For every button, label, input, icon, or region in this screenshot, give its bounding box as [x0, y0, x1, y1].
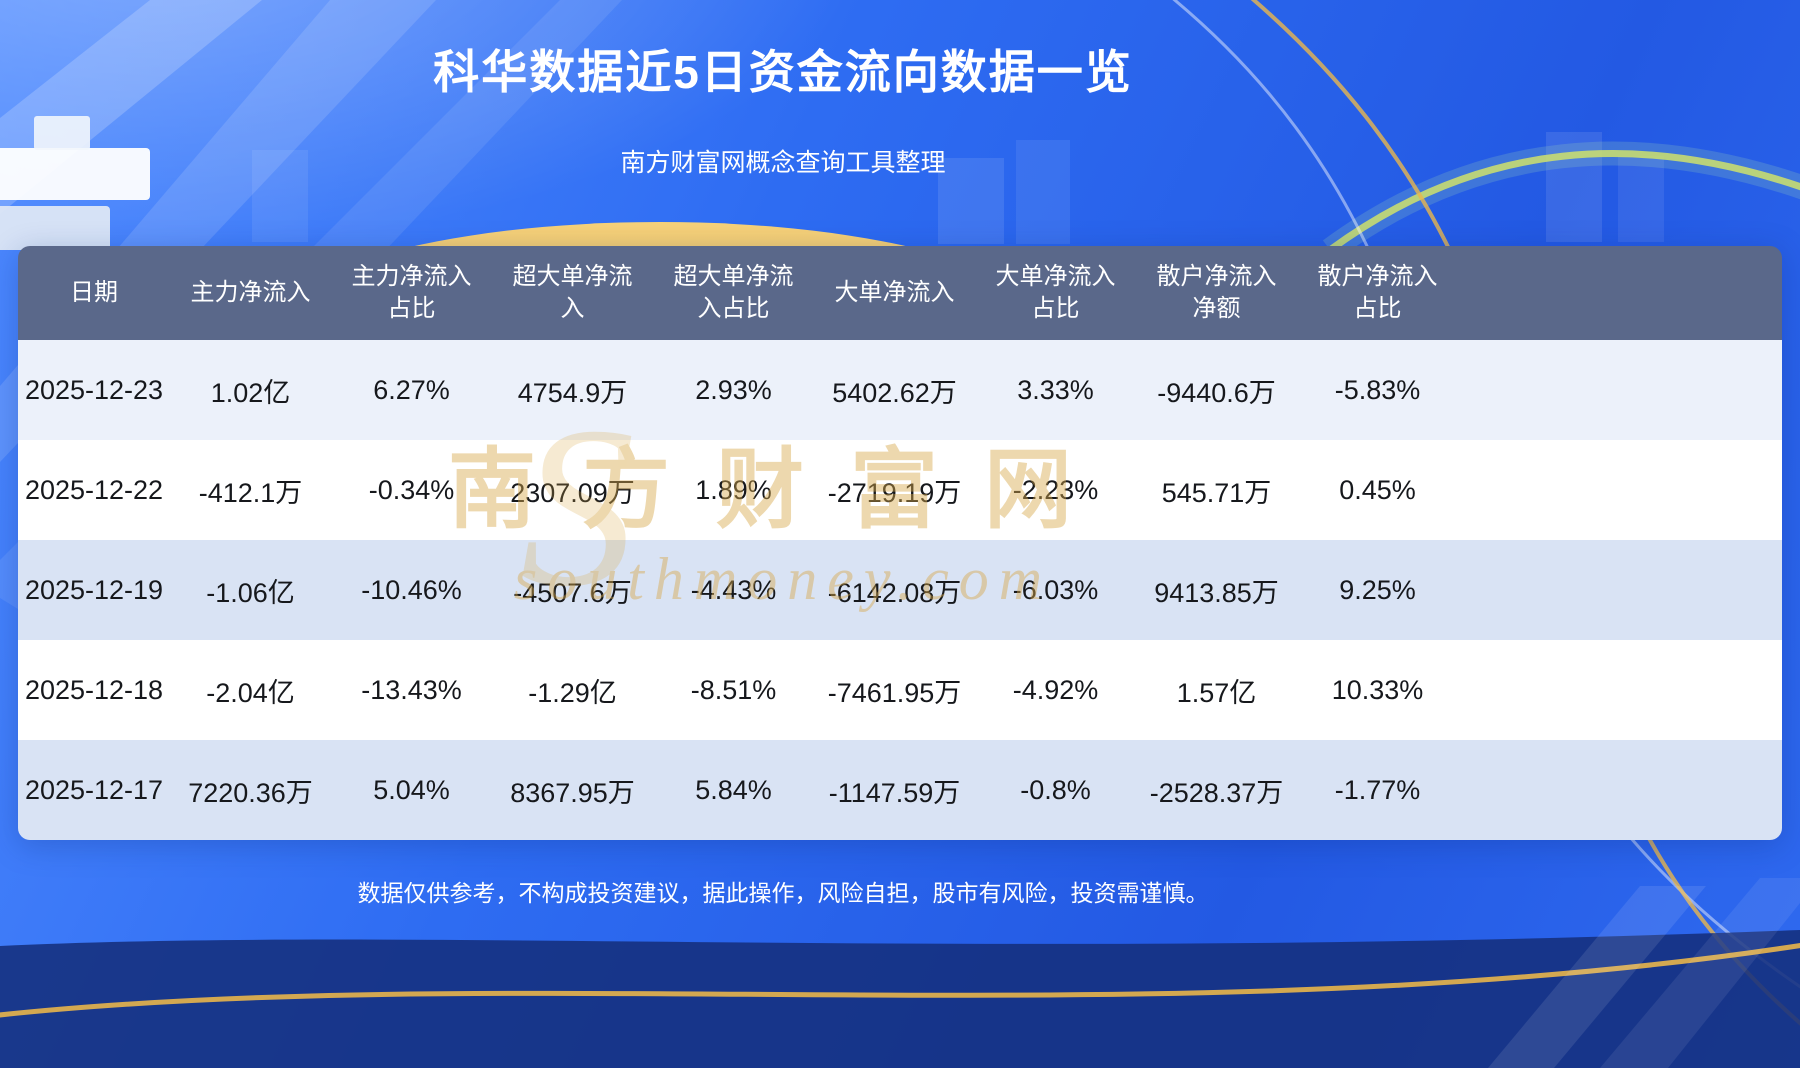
table-cell: 9413.85万 [1154, 577, 1279, 608]
fund-flow-table: 日期 主力净流入 主力净流入 占比 超大单净流 入超大单净流 入占比 大单净流入 大单净流… [18, 246, 1782, 840]
table-cell: 8367.95万 [510, 777, 635, 808]
disclaimer-text: 数据仅供参考，不构成投资建议，据此操作，风险自担，股市有风险，投资需谨慎。 [357, 880, 1209, 906]
table-cell: -2719.19万 [827, 477, 962, 508]
page-title: 科华数据近5日资金流向数据一览 [433, 46, 1133, 98]
table-cell: 4754.9万 [517, 377, 628, 408]
table-cell: -0.34% [368, 474, 455, 505]
table-cell: 1.57亿 [1176, 677, 1257, 708]
table-cell-filler [1458, 340, 1782, 440]
bottom-gold-curve [0, 942, 1800, 1018]
column-header: 散户净流入 占比 [1297, 246, 1458, 340]
table-cell-filler [1458, 540, 1782, 640]
table-cell: 2025-12-17 [24, 774, 164, 805]
table-cell: 0.45% [1339, 474, 1416, 505]
column-header: 主力净流入 [170, 246, 331, 340]
table-cell: -6.03% [1012, 574, 1099, 605]
fund-flow-table-container: 日期 主力净流入 主力净流入 占比 超大单净流 入超大单净流 入占比 大单净流入 大单净流… [18, 246, 1782, 840]
column-header: 超大单净流 入占比 [653, 246, 814, 340]
sweeping-curves [1172, 0, 1800, 1026]
table-cell: 7220.36万 [188, 777, 313, 808]
column-header: 超大单净流 入 [492, 246, 653, 340]
table-cell: -9440.6万 [1157, 377, 1276, 408]
table-cell: 2025-12-18 [24, 674, 164, 705]
table-cell: 2307.09万 [510, 477, 635, 508]
table-cell: 3.33% [1017, 374, 1094, 405]
table-cell: -4.92% [1012, 674, 1099, 705]
table-cell: 1.02亿 [210, 377, 291, 408]
table-row: 2025-12-17 7220.36万 5.04% 8367.95万 5.84% -114… [18, 740, 1782, 840]
table-cell: 545.71万 [1161, 477, 1272, 508]
table-row: 2025-12-19 -1.06亿 -10.46% -4507.6万 -4.43% -61… [18, 540, 1782, 640]
table-cell: -6142.08万 [827, 577, 962, 608]
table-cell: 2025-12-23 [24, 374, 164, 405]
column-header: 主力净流入 占比 [331, 246, 492, 340]
left-blocks [0, 116, 150, 250]
table-cell: -2.23% [1012, 474, 1099, 505]
table-cell: -0.8% [1020, 774, 1091, 805]
page-header: 科华数据近5日资金流向数据一览 南方财富网概念查询工具整理 [0, 46, 1566, 179]
column-header: 大单净流入 [814, 246, 975, 340]
table-cell: -2528.37万 [1149, 777, 1284, 808]
table-cell: 6.27% [373, 374, 450, 405]
table-body: 2025-12-23 1.02亿 6.27% 4754.9万 2.93% 5402.62万… [18, 340, 1782, 840]
table-cell: 5.04% [373, 774, 450, 805]
table-cell: -2.04亿 [206, 677, 295, 708]
column-header-filler [1458, 246, 1782, 340]
table-cell: -4507.6万 [513, 577, 632, 608]
table-cell: 2025-12-22 [24, 474, 164, 505]
lime-curve [1322, 141, 1800, 260]
table-cell: -10.46% [361, 574, 462, 605]
bottom-right-diagonals [1488, 878, 1800, 1068]
table-cell: -7461.95万 [827, 677, 962, 708]
column-header: 散户净流入 净额 [1136, 246, 1297, 340]
table-cell: -13.43% [361, 674, 462, 705]
table-cell-filler [1458, 440, 1782, 540]
table-cell: -5.83% [1334, 374, 1421, 405]
table-cell: 5402.62万 [832, 377, 957, 408]
table-cell: -412.1万 [198, 477, 303, 508]
table-head-row: 日期 主力净流入 主力净流入 占比 超大单净流 入超大单净流 入占比 大单净流入 大单净流… [18, 246, 1782, 340]
table-cell: 2025-12-19 [24, 574, 164, 605]
table-cell: 2.93% [695, 374, 772, 405]
table-cell: -1147.59万 [828, 777, 961, 808]
bottom-band [0, 930, 1800, 1068]
page-subtitle: 南方财富网概念查询工具整理 [620, 148, 946, 177]
table-cell: -1.29亿 [528, 677, 617, 708]
table-row: 2025-12-23 1.02亿 6.27% 4754.9万 2.93% 5402.62万… [18, 340, 1782, 440]
table-row: 2025-12-18 -2.04亿 -13.43% -1.29亿 -8.51% -7461… [18, 640, 1782, 740]
table-cell: -4.43% [690, 574, 777, 605]
table-cell: -8.51% [690, 674, 777, 705]
table-row: 2025-12-22 -412.1万 -0.34% 2307.09万 1.89% -271… [18, 440, 1782, 540]
column-header: 大单净流入 占比 [975, 246, 1136, 340]
table-cell: 9.25% [1339, 574, 1416, 605]
table-cell-filler [1458, 740, 1782, 840]
table-cell: 10.33% [1331, 674, 1424, 705]
table-cell: 5.84% [695, 774, 772, 805]
table-cell-filler [1458, 640, 1782, 740]
table-cell: 1.89% [695, 474, 772, 505]
table-cell: -1.06亿 [206, 577, 295, 608]
table-cell: -1.77% [1334, 774, 1421, 805]
glass-panels [252, 132, 1664, 244]
column-header: 日期 [18, 246, 170, 340]
